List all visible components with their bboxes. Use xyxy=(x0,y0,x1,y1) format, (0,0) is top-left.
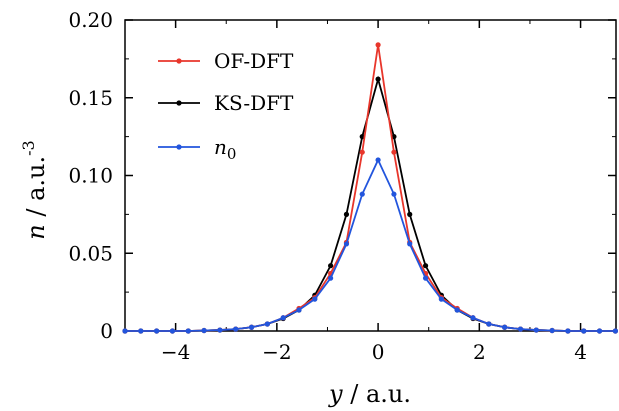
data-point xyxy=(517,326,524,332)
data-point xyxy=(375,157,381,163)
legend-label: OF-DFT xyxy=(214,49,294,73)
data-point xyxy=(343,211,350,217)
data-point xyxy=(375,42,381,48)
y-axis-symbol: n xyxy=(22,224,50,239)
x-axis-title: y / a.u. xyxy=(328,380,411,408)
data-point xyxy=(391,191,397,197)
series-n0 xyxy=(122,157,618,334)
data-point xyxy=(470,315,476,321)
series-line xyxy=(125,75,616,332)
data-point xyxy=(502,324,508,330)
legend-label: n0 xyxy=(214,135,236,163)
data-point xyxy=(486,321,492,327)
data-point xyxy=(217,327,223,333)
data-point xyxy=(138,328,144,334)
data-point xyxy=(612,328,618,334)
data-point xyxy=(122,328,128,334)
data-point xyxy=(154,328,160,334)
data-point xyxy=(328,275,334,281)
data-point xyxy=(280,315,286,321)
y-axis-title: n / a.u.-3 xyxy=(19,140,50,239)
legend-entry: n0 xyxy=(158,135,236,163)
y-tick-label: 0.15 xyxy=(68,86,113,110)
data-point xyxy=(454,307,460,313)
data-point xyxy=(581,328,587,334)
series-group xyxy=(122,42,618,334)
legend-entry: KS-DFT xyxy=(158,91,294,115)
data-point xyxy=(233,326,239,332)
y-tick-label: 0.10 xyxy=(68,164,113,188)
legend-swatch-marker xyxy=(176,100,182,106)
legend: OF-DFT KS-DFT n0 xyxy=(158,49,294,163)
data-point xyxy=(565,328,571,334)
data-point xyxy=(185,328,191,334)
y-axis-unit: / a.u. xyxy=(22,156,50,224)
data-point xyxy=(549,327,555,334)
data-point xyxy=(359,149,365,155)
x-tick-label: −2 xyxy=(262,340,291,364)
legend-swatch-marker xyxy=(176,144,182,150)
legend-entry: OF-DFT xyxy=(158,49,294,73)
data-point xyxy=(328,263,334,269)
data-point xyxy=(422,263,429,269)
tick-group: −4 −2 0 2 4 0 0.05 0.10 0.15 0.20 xyxy=(68,8,616,364)
data-point xyxy=(248,324,255,330)
data-point xyxy=(596,328,603,334)
data-point xyxy=(343,241,350,247)
data-point xyxy=(296,307,302,313)
legend-label: KS-DFT xyxy=(214,91,294,115)
y-axis-exponent: -3 xyxy=(19,140,38,156)
legend-swatch-marker xyxy=(176,58,182,64)
x-tick-label: 0 xyxy=(372,340,385,364)
x-axis-symbol: y xyxy=(328,380,343,408)
data-point xyxy=(264,321,270,327)
data-point xyxy=(201,327,207,334)
data-point xyxy=(533,327,539,333)
data-point xyxy=(312,296,318,302)
series-ks-dft xyxy=(122,75,618,334)
series-line xyxy=(125,44,616,332)
y-tick-label: 0 xyxy=(100,319,113,343)
x-tick-label: 2 xyxy=(473,340,486,364)
y-tick-label: 0.05 xyxy=(68,241,113,265)
x-axis-unit: / a.u. xyxy=(343,380,411,408)
data-point xyxy=(169,328,176,334)
data-point xyxy=(422,275,429,281)
data-point xyxy=(407,211,413,217)
data-point xyxy=(407,241,413,247)
data-point xyxy=(375,76,381,82)
x-tick-label: 4 xyxy=(574,340,587,364)
data-point xyxy=(438,296,444,302)
series-of-dft xyxy=(122,42,618,334)
data-point xyxy=(391,149,397,155)
data-point xyxy=(359,191,365,197)
x-tick-label: −4 xyxy=(161,340,190,364)
y-tick-label: 0.20 xyxy=(68,8,113,32)
series-line xyxy=(125,157,616,332)
